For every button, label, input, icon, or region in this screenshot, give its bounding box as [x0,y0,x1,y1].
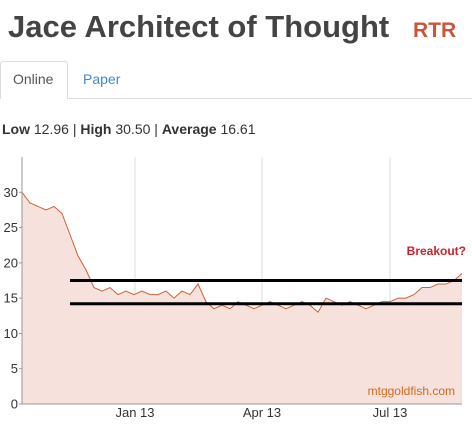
stat-value: 16.61 [220,121,255,137]
stat-label: High [80,121,111,137]
card-title: Jace Architect of Thought [8,9,389,44]
tab-paper[interactable]: Paper [83,71,121,87]
y-tick-label: 20 [4,255,18,270]
y-tick-label: 5 [11,361,18,376]
stat-value: 30.50 [115,121,150,137]
stat-label: Average [162,121,217,137]
annotation: Breakout? [407,244,466,258]
tab-online[interactable]: Online [13,71,54,87]
active-tab[interactable] [0,61,68,99]
watermark: mtggoldfish.com [368,384,455,398]
set-code: RTR [413,19,456,42]
separator: | [154,121,158,137]
y-tick-label: 25 [4,220,18,235]
y-tick-label: 10 [4,326,18,341]
stats: Low 12.96 | High 30.50 | Average 16.61 [2,121,256,137]
x-tick-label: Jan 13 [115,405,154,420]
stat-label: Low [2,121,30,137]
area [22,192,462,404]
y-tick-label: 15 [4,291,18,306]
x-tick-label: Apr 13 [243,405,281,420]
y-tick-label: 0 [11,397,18,412]
y-tick-label: 30 [4,185,18,200]
x-tick-label: Jul 13 [373,405,408,420]
separator: | [73,121,77,137]
stat-value: 12.96 [34,121,69,137]
